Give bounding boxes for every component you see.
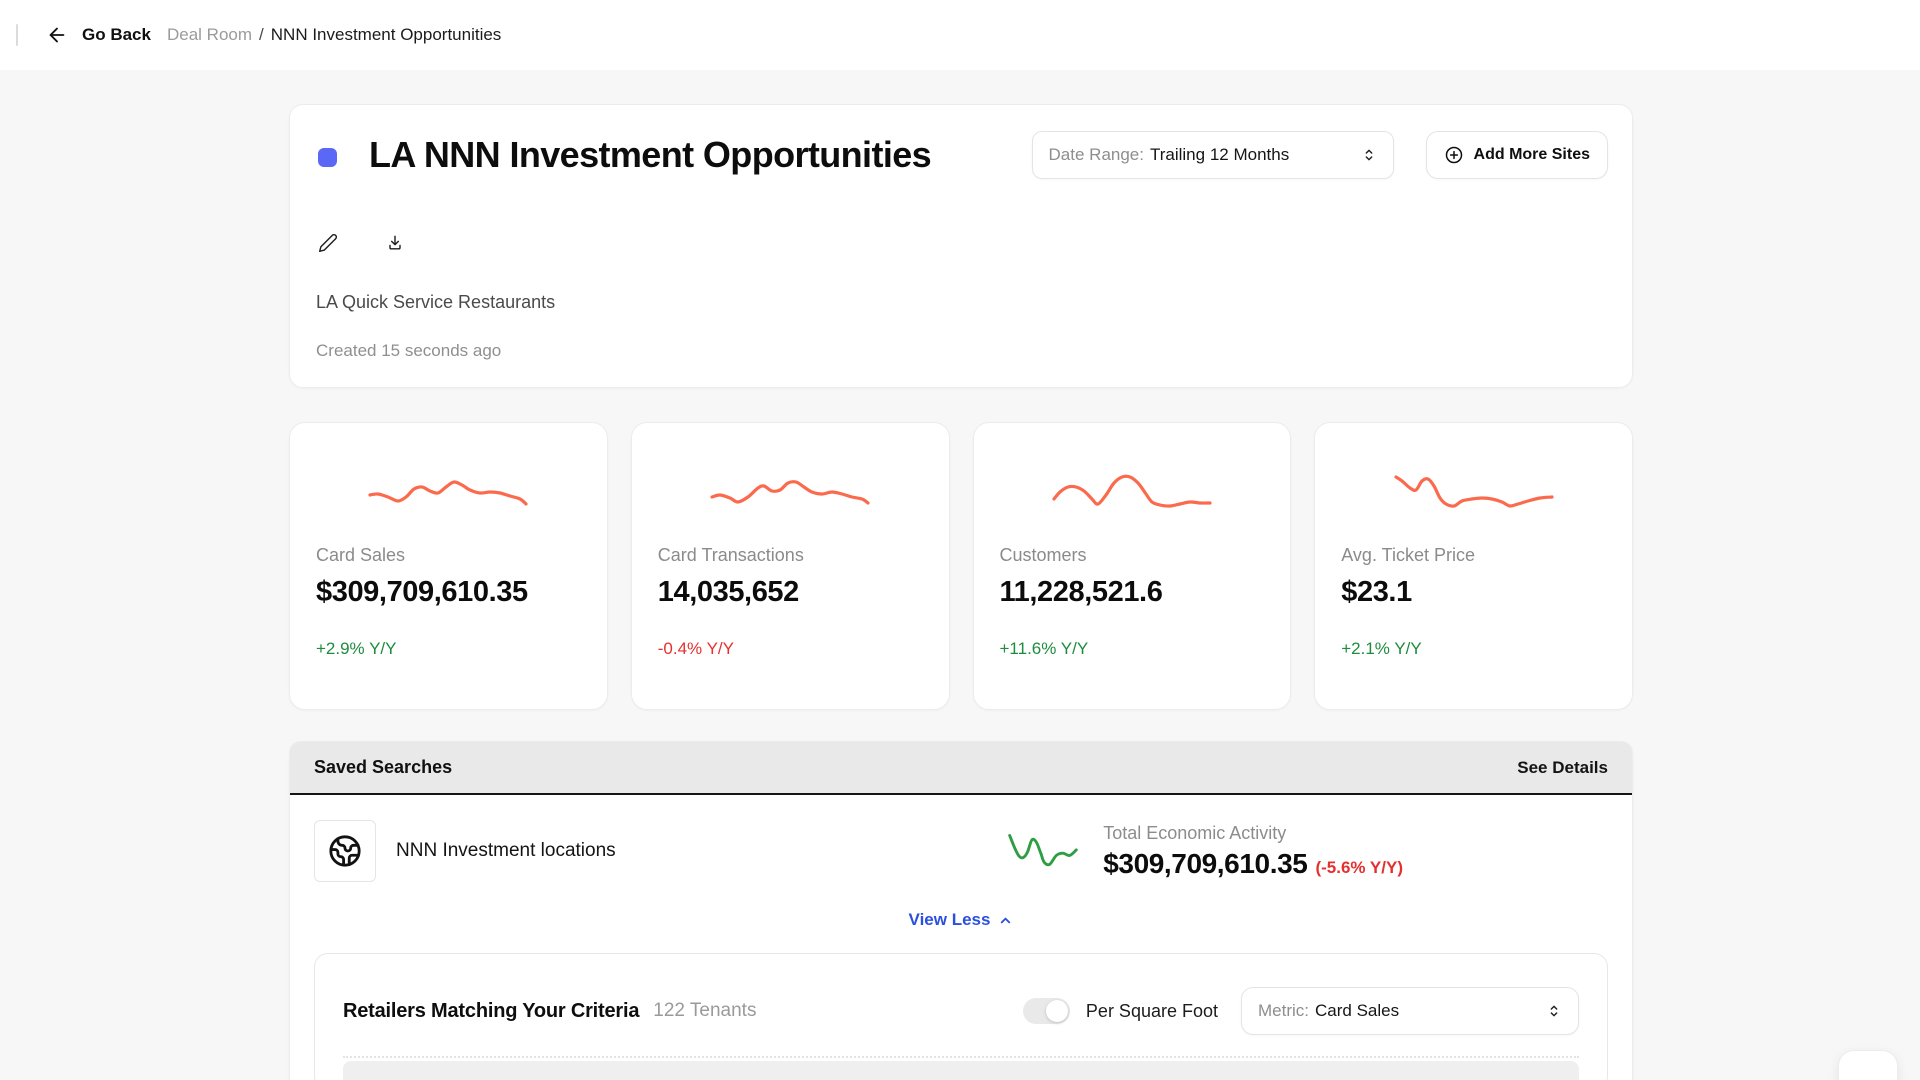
chevron-up-icon: [998, 913, 1013, 928]
metric-label: Avg. Ticket Price: [1341, 545, 1475, 565]
add-more-sites-label: Add More Sites: [1473, 146, 1590, 163]
toggle-knob: [1045, 1000, 1068, 1022]
metric-delta: +2.1% Y/Y: [1341, 639, 1422, 658]
download-button[interactable]: [385, 233, 405, 253]
chevron-up-down-icon: [1546, 1003, 1562, 1019]
add-more-sites-button[interactable]: Add More Sites: [1425, 131, 1608, 179]
metrics-row: Card Sales $309,709,610.35 +2.9% Y/Y Car…: [289, 422, 1633, 710]
saved-search-icon-box: [314, 820, 376, 882]
retailers-card: Retailers Matching Your Criteria 122 Ten…: [314, 953, 1608, 1080]
page-content: LA NNN Investment Opportunities Date Ran…: [289, 104, 1633, 1080]
date-range-select[interactable]: Date Range: Trailing 12 Months: [1031, 131, 1394, 179]
plus-circle-icon: [1444, 145, 1464, 165]
card-transactions-sparkline: [710, 480, 870, 505]
retailers-title: Retailers Matching Your Criteria: [343, 999, 640, 1022]
table-header-row: [343, 1061, 1579, 1080]
saved-search-row[interactable]: NNN Investment locations Total Economic …: [314, 820, 1608, 882]
total-economic-activity-sparkline: [1008, 834, 1078, 867]
top-bar: Go Back Deal Room / NNN Investment Oppor…: [0, 0, 1920, 70]
per-square-foot-label: Per Square Foot: [1085, 1000, 1218, 1021]
metric-value: $309,709,610.35: [316, 576, 528, 608]
download-icon: [385, 233, 405, 253]
accent-square: [318, 147, 337, 167]
metric-select[interactable]: Metric: Card Sales: [1241, 987, 1579, 1035]
floating-action-button[interactable]: [1838, 1050, 1898, 1080]
saved-search-name: NNN Investment locations: [396, 840, 616, 861]
report-subtitle: LA Quick Service Restaurants: [316, 292, 556, 312]
saved-searches-section: Saved Searches See Details NNN Investmen…: [289, 741, 1633, 1080]
chevron-up-down-icon: [1361, 147, 1377, 163]
metric-value: 11,228,521.6: [999, 576, 1163, 608]
metric-delta: -0.4% Y/Y: [657, 639, 734, 658]
created-timestamp: Created 15 seconds ago: [316, 341, 502, 360]
tenant-count: 122 Tenants: [653, 1000, 757, 1021]
tea-label: Total Economic Activity: [1103, 822, 1287, 843]
metric-label: Customers: [999, 545, 1087, 565]
go-back-label[interactable]: Go Back: [82, 25, 151, 44]
metric-value: 14,035,652: [657, 576, 800, 608]
table-separator: [343, 1056, 1579, 1058]
metric-value: $23.1: [1341, 576, 1412, 608]
customers-sparkline: [1052, 474, 1212, 508]
total-economic-activity-block: Total Economic Activity $309,709,610.35 …: [1007, 823, 1403, 880]
metric-card-customers: Customers 11,228,521.6 +11.6% Y/Y: [972, 422, 1292, 710]
metric-card-card-transactions: Card Transactions 14,035,652 -0.4% Y/Y: [630, 422, 950, 710]
page-title: LA NNN Investment Opportunities: [369, 134, 932, 175]
date-range-value: Trailing 12 Months: [1149, 145, 1290, 164]
view-less-button[interactable]: View Less: [314, 910, 1608, 930]
edit-button[interactable]: [318, 233, 338, 253]
metric-label: Card Transactions: [657, 545, 804, 565]
breadcrumb-current: NNN Investment Opportunities: [270, 25, 502, 44]
metric-select-value: Card Sales: [1315, 1001, 1400, 1020]
tea-delta: (-5.6% Y/Y): [1315, 857, 1403, 877]
globe-icon: [328, 834, 362, 868]
metric-delta: +11.6% Y/Y: [999, 639, 1089, 658]
saved-searches-title: Saved Searches: [314, 757, 453, 777]
metric-delta: +2.9% Y/Y: [316, 639, 397, 658]
metric-card-card-sales: Card Sales $309,709,610.35 +2.9% Y/Y: [289, 422, 608, 710]
avg-ticket-sparkline: [1394, 475, 1554, 508]
date-range-label: Date Range:: [1048, 145, 1144, 164]
report-header-card: LA NNN Investment Opportunities Date Ran…: [289, 104, 1633, 388]
pencil-icon: [318, 233, 338, 253]
breadcrumb-separator: /: [259, 25, 264, 44]
back-button[interactable]: [45, 23, 69, 47]
see-details-link[interactable]: See Details: [1517, 757, 1608, 777]
metric-card-avg-ticket-price: Avg. Ticket Price $23.1 +2.1% Y/Y: [1314, 422, 1633, 710]
metric-select-label: Metric:: [1258, 1001, 1309, 1020]
tea-value: $309,709,610.35: [1103, 847, 1308, 879]
arrow-left-icon: [46, 24, 68, 46]
metric-label: Card Sales: [316, 545, 406, 565]
topbar-divider: [16, 24, 18, 46]
per-square-foot-toggle[interactable]: [1022, 998, 1070, 1024]
card-sales-sparkline: [368, 480, 528, 506]
saved-searches-header: Saved Searches See Details: [290, 742, 1632, 795]
view-less-label: View Less: [908, 910, 991, 929]
breadcrumb-section[interactable]: Deal Room: [166, 25, 253, 44]
